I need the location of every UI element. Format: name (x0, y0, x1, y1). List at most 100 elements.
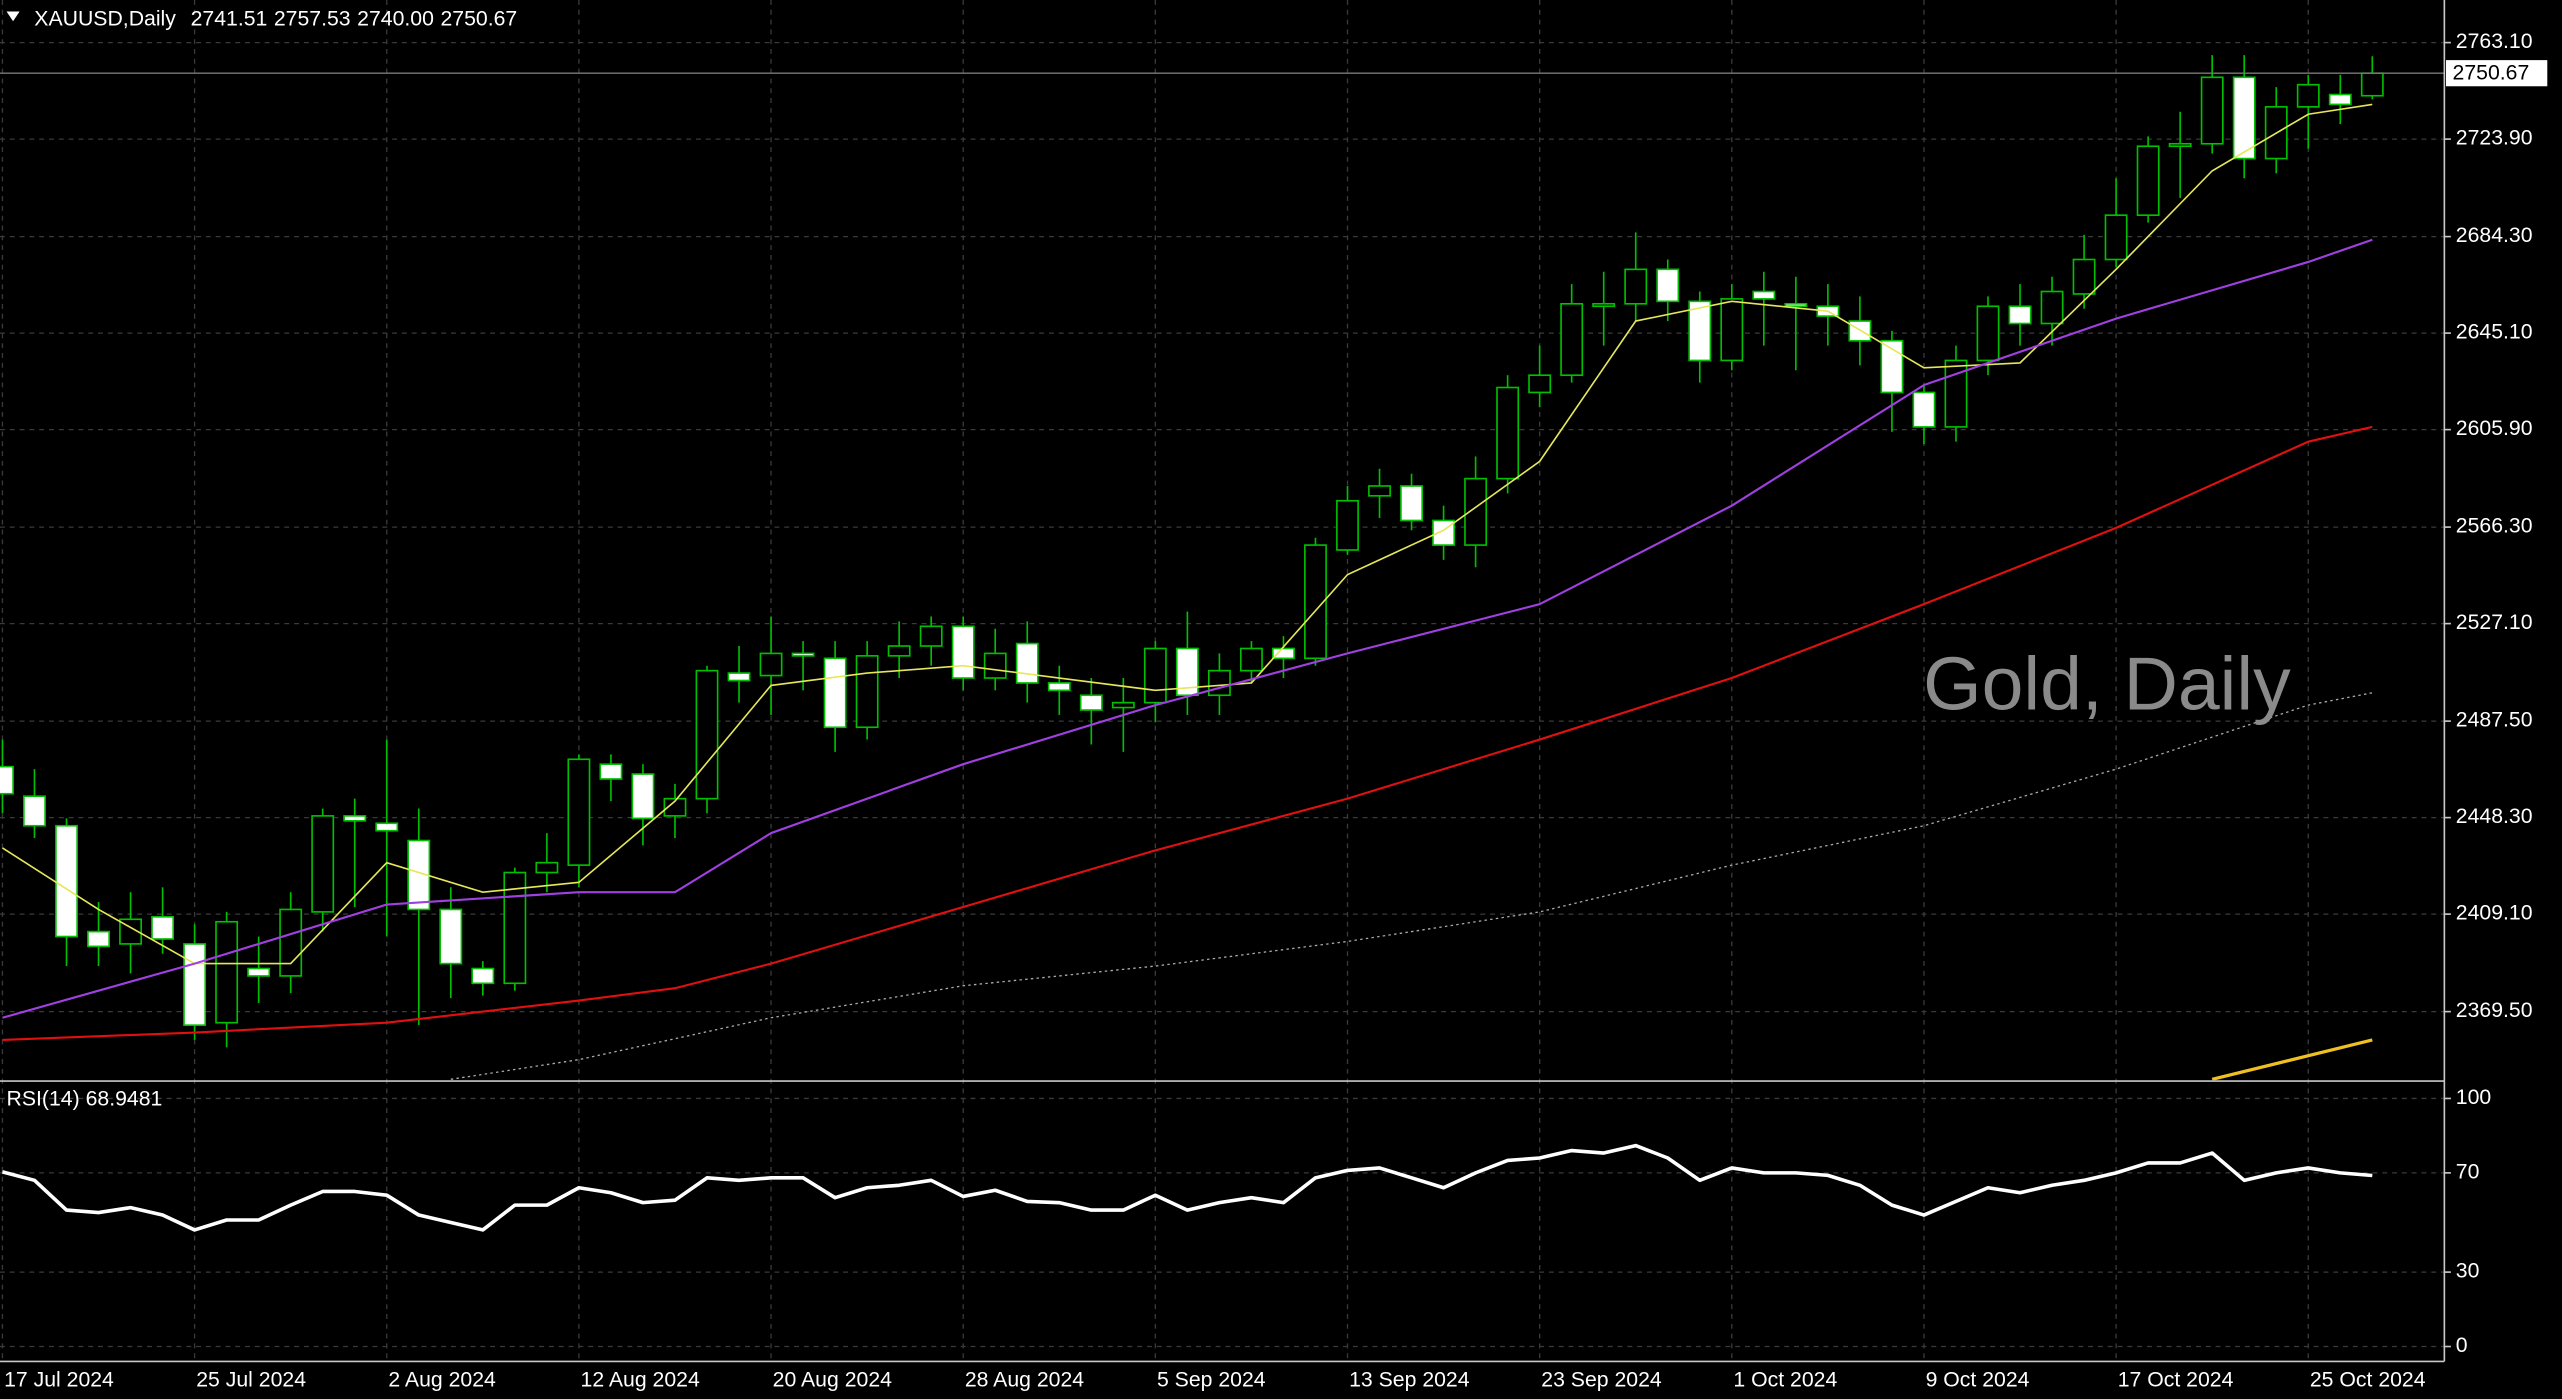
candle-body (567, 758, 591, 866)
candle-body (1143, 647, 1167, 704)
candle-body (727, 672, 751, 682)
x-tick-label: 1 Oct 2024 (1733, 1368, 1837, 1392)
candle-body (919, 625, 943, 647)
high-value: 2757.53 (274, 6, 351, 30)
candle-body (1175, 647, 1199, 697)
candle-body (1239, 647, 1263, 672)
y-tick-label: 2605.90 (2456, 416, 2533, 440)
x-tick-label: 5 Sep 2024 (1157, 1368, 1266, 1392)
candle-body (791, 652, 815, 657)
candle-body (2168, 142, 2192, 148)
rsi-panel (1, 1143, 2373, 1232)
candle-body (279, 908, 303, 977)
candle-body (1784, 302, 1808, 308)
close-value: 2750.67 (440, 6, 517, 30)
candle-body (1528, 374, 1552, 394)
candle-body (1688, 300, 1712, 362)
y-tick-label: 100 (2456, 1085, 2491, 1109)
candle-body (1592, 302, 1616, 308)
candle-body (1912, 391, 1936, 428)
candle-body (951, 625, 975, 679)
candle-body (183, 943, 207, 1026)
moving-average-line (2211, 1038, 2373, 1081)
x-tick-label: 17 Oct 2024 (2118, 1368, 2234, 1392)
current-price-box (2445, 60, 2548, 87)
moving-average-line (2, 425, 2373, 1041)
y-tick-label: 2723.90 (2456, 126, 2533, 150)
symbol: XAUUSD,Daily (34, 6, 176, 30)
candle-body (1079, 694, 1103, 711)
moving-average-line (450, 692, 2373, 1080)
candle-body (0, 765, 14, 795)
axis-layer: 2763.10 2723.90 2684.30 2645.10 2605.90 2566.… (4, 29, 2548, 1392)
x-tick-label: 9 Oct 2024 (1926, 1368, 2030, 1392)
menu-triangle[interactable] (6, 11, 20, 22)
candle-body (471, 967, 495, 985)
x-tick-label: 25 Jul 2024 (196, 1368, 306, 1392)
candle-body (1368, 485, 1391, 497)
candle-body (151, 916, 175, 940)
candle-body (695, 669, 719, 800)
candle-body (119, 918, 142, 945)
candle-body (2072, 258, 2096, 295)
y-tick-label: 2448.30 (2456, 804, 2533, 828)
candle-body (1752, 290, 1776, 300)
candle-body (2104, 214, 2128, 261)
y-tick-label: 2684.30 (2456, 223, 2533, 247)
candle-body (1304, 544, 1327, 660)
candle-body (2360, 72, 2384, 97)
candle-body (599, 763, 623, 780)
moving-average-line (2, 238, 2373, 1019)
watermark: Gold, Daily (1923, 642, 2291, 726)
candle-body (2136, 145, 2160, 216)
candle-body (855, 655, 879, 729)
candle-body (1015, 642, 1039, 684)
candle-body (87, 930, 110, 948)
candle-body (1464, 477, 1488, 546)
x-tick-label: 12 Aug 2024 (581, 1368, 700, 1392)
open-value: 2741.51 (191, 6, 268, 30)
candle-body (1624, 268, 1648, 305)
y-tick-label: 2369.50 (2456, 998, 2533, 1022)
candle-body (1944, 359, 1968, 428)
x-tick-label: 23 Sep 2024 (1541, 1368, 1662, 1392)
candle-body (55, 824, 78, 938)
y-tick-label: 2487.50 (2456, 708, 2533, 732)
candle-body (631, 773, 655, 820)
candle-body (887, 645, 911, 657)
y-tick-label: 2409.10 (2456, 901, 2533, 925)
candle-body (983, 652, 1007, 679)
y-tick-label: 2763.10 (2456, 29, 2533, 53)
candle-body (1207, 669, 1231, 697)
candle-body (2232, 76, 2256, 160)
y-tick-label: 2645.10 (2456, 320, 2533, 344)
candle-body (2328, 93, 2352, 106)
current-price-label: 2750.67 (2453, 61, 2530, 85)
y-tick-label: 0 (2456, 1333, 2468, 1357)
candle-body (1720, 298, 1744, 362)
moving-average-line (2, 103, 2373, 965)
x-tick-label: 2 Aug 2024 (388, 1368, 496, 1392)
candle-body (2296, 83, 2320, 108)
candle-body (1047, 682, 1071, 692)
candle-body (2008, 305, 2032, 325)
candle-body (1560, 302, 1584, 377)
y-tick-label: 70 (2456, 1159, 2480, 1183)
candle-body (759, 652, 783, 677)
candle-body (535, 861, 559, 874)
candle-body (1496, 386, 1520, 480)
y-tick-label: 2566.30 (2456, 514, 2533, 538)
candle-body (439, 908, 463, 965)
candle-body (663, 797, 687, 817)
rsi-line (1, 1143, 2373, 1232)
candle-body (1111, 701, 1135, 709)
candle-body (247, 967, 271, 977)
candle-body (1400, 485, 1423, 522)
price-panel (0, 55, 2445, 1081)
candle-body (1880, 339, 1904, 394)
x-tick-label: 28 Aug 2024 (965, 1368, 1084, 1392)
y-tick-label: 30 (2456, 1259, 2480, 1283)
rsi-title: RSI(14) 68.9481 (7, 1087, 163, 1111)
candle-body (2040, 290, 2064, 325)
